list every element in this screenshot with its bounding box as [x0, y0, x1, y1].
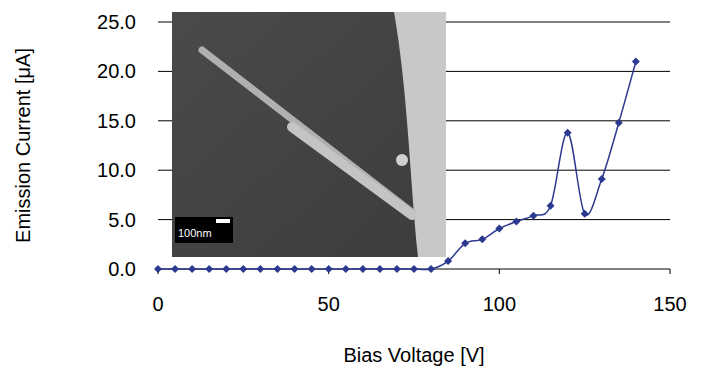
- data-point: [393, 265, 401, 273]
- y-axis-title: Emission Current [μA]: [12, 48, 34, 243]
- data-point: [461, 239, 469, 247]
- y-tick-label: 0.0: [108, 258, 136, 280]
- x-axis-title: Bias Voltage [V]: [343, 344, 484, 366]
- data-point: [342, 265, 350, 273]
- data-point: [632, 58, 640, 66]
- data-point: [444, 257, 452, 265]
- y-tick-label: 25.0: [97, 11, 136, 33]
- data-point: [171, 265, 179, 273]
- data-point: [188, 265, 196, 273]
- inset-image: 100nm: [172, 12, 446, 257]
- data-point: [154, 265, 162, 273]
- data-point: [273, 265, 281, 273]
- x-tick: [670, 269, 671, 274]
- x-tick-label: 0: [152, 293, 163, 315]
- y-tick-label: 10.0: [97, 159, 136, 181]
- inset-substrate: [394, 12, 446, 257]
- scale-bar-box: [175, 217, 233, 243]
- data-point: [239, 265, 247, 273]
- data-point: [205, 265, 213, 273]
- series: [154, 58, 640, 273]
- data-line: [158, 62, 636, 270]
- scale-bar-label: 100nm: [178, 227, 212, 239]
- data-point: [495, 224, 503, 232]
- data-point: [308, 265, 316, 273]
- data-point: [478, 235, 486, 243]
- data-point: [581, 210, 589, 218]
- data-point: [529, 212, 537, 220]
- data-point: [512, 218, 520, 226]
- data-point: [615, 119, 623, 127]
- scale-bar: [216, 219, 230, 223]
- y-tick-label: 15.0: [97, 110, 136, 132]
- data-point: [598, 175, 606, 183]
- x-tick-label: 150: [653, 293, 686, 315]
- data-point: [222, 265, 230, 273]
- inset-fiber-thick: [292, 127, 412, 215]
- data-point: [547, 202, 555, 210]
- data-point: [564, 129, 572, 137]
- data-point: [410, 265, 418, 273]
- x-tick-label: 100: [483, 293, 516, 315]
- data-point: [325, 265, 333, 273]
- inset-particle: [396, 154, 408, 166]
- inset-background: [172, 12, 446, 257]
- data-point: [376, 265, 384, 273]
- chart: 0.0 5.0 10.0 15.0 20.0 25.0 0 50 100 150 Bias Volt…: [0, 0, 702, 372]
- data-point: [291, 265, 299, 273]
- data-point: [427, 265, 435, 273]
- y-tick-label: 5.0: [108, 209, 136, 231]
- data-point: [359, 265, 367, 273]
- y-tick-label: 20.0: [97, 60, 136, 82]
- x-tick-label: 50: [318, 293, 340, 315]
- x-tick: [499, 269, 500, 274]
- data-point: [256, 265, 264, 273]
